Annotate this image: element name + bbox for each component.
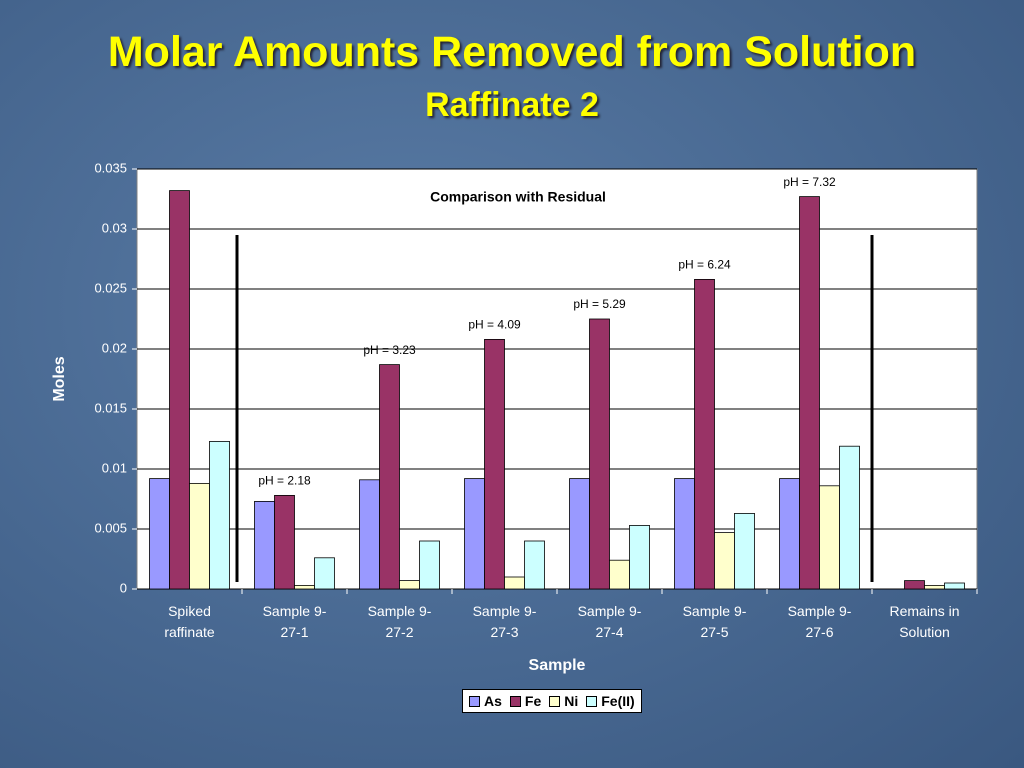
bar <box>294 585 315 590</box>
bar <box>254 500 275 590</box>
bar <box>779 478 800 590</box>
bar <box>524 540 545 590</box>
y-axis-label: Moles <box>51 356 68 401</box>
y-tick-label: 0.01 <box>102 460 127 475</box>
bar <box>924 585 945 590</box>
x-tick-label: Sample 9- 27-6 <box>787 603 852 640</box>
x-tick-label: Sample 9- 27-2 <box>367 603 432 640</box>
x-tick-label: Sample 9- 27-3 <box>472 603 537 640</box>
legend-swatch <box>586 695 598 707</box>
y-tick-label: 0.03 <box>102 220 127 235</box>
bar <box>674 478 695 590</box>
bar <box>274 494 295 590</box>
bar <box>694 278 715 590</box>
x-tick-label: Sample 9- 27-5 <box>682 603 747 640</box>
x-tick-label: Remains in Solution <box>889 603 960 640</box>
annotation: pH = 3.23 <box>363 343 416 357</box>
y-tick-label: 0.02 <box>102 340 127 355</box>
bar <box>209 440 230 590</box>
x-axis-label: Sample <box>529 657 586 674</box>
y-tick-label: 0 <box>120 580 127 595</box>
legend-label: Ni <box>564 693 579 709</box>
slide-subtitle: Raffinate 2 <box>425 86 599 124</box>
legend-swatch <box>549 695 561 707</box>
legend: As Fe Ni Fe(II) <box>462 689 642 713</box>
x-tick-label: Sample 9- 27-4 <box>577 603 642 640</box>
annotation: pH = 6.24 <box>678 258 731 272</box>
slide-title: Molar Amounts Removed from Solution <box>107 28 917 76</box>
y-tick-label: 0.025 <box>94 280 127 295</box>
x-tick-label: Sample 9- 27-1 <box>262 603 327 640</box>
bar <box>589 318 610 590</box>
legend-item: Ni <box>549 693 578 709</box>
bar <box>464 478 485 590</box>
plot-title: Comparison with Residual <box>430 189 606 205</box>
bar <box>419 540 440 590</box>
bar <box>629 525 650 590</box>
bar <box>484 338 505 590</box>
bar <box>169 190 190 590</box>
annotation: pH = 2.18 <box>258 474 311 488</box>
bar <box>799 196 820 590</box>
legend-item: As <box>469 693 502 709</box>
bar <box>839 445 860 590</box>
bar <box>609 559 630 590</box>
bar <box>379 364 400 590</box>
legend-swatch <box>469 695 480 707</box>
x-tick-label: Spiked raffinate <box>164 603 215 640</box>
bar <box>399 580 420 590</box>
y-tick-label: 0.005 <box>94 520 127 535</box>
bar <box>359 479 380 590</box>
bar <box>944 582 965 590</box>
bar <box>904 580 925 590</box>
bar <box>504 576 525 590</box>
y-tick-label: 0.015 <box>94 400 127 415</box>
legend-item: Fe <box>509 693 542 709</box>
legend-item: Fe(II) <box>586 693 635 709</box>
annotation: pH = 5.29 <box>573 297 626 311</box>
annotation: pH = 7.32 <box>783 175 836 189</box>
annotation: pH = 4.09 <box>468 318 521 332</box>
bar <box>819 485 840 590</box>
bar <box>734 513 755 590</box>
bar <box>149 478 170 590</box>
bar <box>314 557 335 590</box>
legend-label: As <box>484 693 502 709</box>
legend-label: Fe <box>524 693 542 709</box>
bar <box>714 532 735 590</box>
bar <box>569 478 590 590</box>
legend-label: Fe(II) <box>601 693 635 709</box>
legend-swatch <box>509 695 521 707</box>
bar <box>189 482 210 590</box>
y-tick-label: 0.035 <box>94 160 127 175</box>
